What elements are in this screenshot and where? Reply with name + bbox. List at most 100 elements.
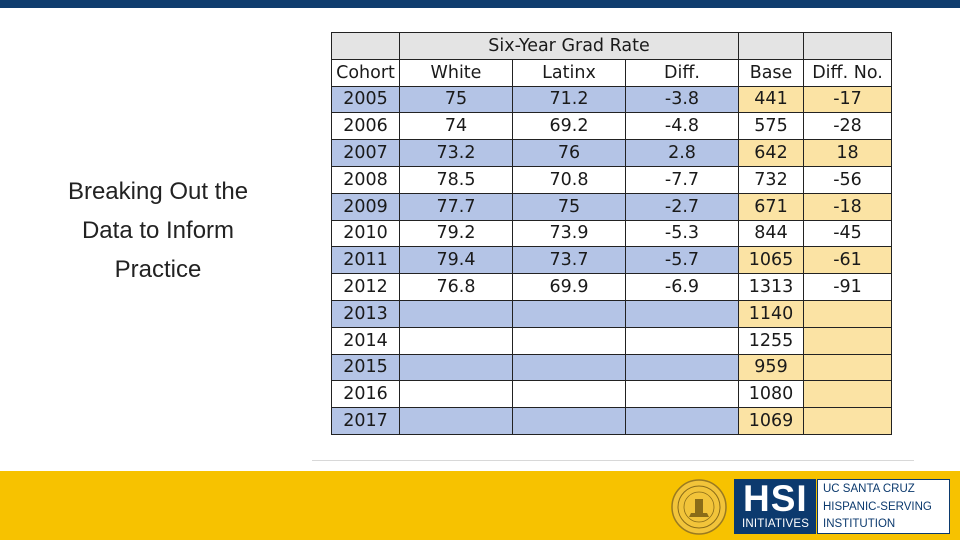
cell-diff-no bbox=[803, 326, 892, 355]
ucsc-logo-line: UC SANTA CRUZ bbox=[823, 483, 915, 495]
cell-base: 1313 bbox=[738, 273, 804, 301]
slide-title-line: Breaking Out the bbox=[67, 178, 249, 205]
cell-cohort: 2007 bbox=[331, 139, 400, 167]
hsi-initiatives-logo: HSI INITIATIVES bbox=[734, 479, 816, 534]
table-row: 2013 1140 bbox=[331, 299, 892, 328]
cell-diff: -4.8 bbox=[625, 112, 739, 141]
cell-white bbox=[399, 326, 513, 355]
divider-line bbox=[312, 460, 914, 461]
table-row: 2009 77.7 75 -2.7 671 -18 bbox=[331, 192, 892, 221]
cell-diff-no: -56 bbox=[803, 165, 892, 194]
cell-diff: -5.7 bbox=[625, 246, 739, 275]
cell-white: 79.4 bbox=[399, 246, 513, 275]
hsi-logo-subtext: INITIATIVES bbox=[742, 518, 810, 530]
cell-base: 1255 bbox=[738, 326, 804, 355]
table-group-header-row: Six-Year Grad Rate bbox=[331, 32, 892, 60]
table-row: 2011 79.4 73.7 -5.7 1065 -61 bbox=[331, 246, 892, 275]
table-row: 2016 1080 bbox=[331, 380, 892, 409]
cell-diff bbox=[625, 407, 739, 435]
column-header-cohort: Cohort bbox=[331, 58, 400, 87]
cell-white: 75 bbox=[399, 85, 513, 114]
cell-diff bbox=[625, 326, 739, 355]
cell-base: 1080 bbox=[738, 380, 804, 409]
cell-latinx: 75 bbox=[512, 192, 626, 221]
cell-base: 671 bbox=[738, 192, 804, 221]
cell-white bbox=[399, 299, 513, 328]
cell-white bbox=[399, 407, 513, 435]
cell-latinx bbox=[512, 407, 626, 435]
cell-base: 959 bbox=[738, 353, 804, 382]
cell-cohort: 2006 bbox=[331, 112, 400, 141]
table-row: 2012 76.8 69.9 -6.9 1313 -91 bbox=[331, 273, 892, 301]
ucsc-logo-line: HISPANIC-SERVING bbox=[823, 501, 932, 513]
cell-diff bbox=[625, 380, 739, 409]
university-seal-icon bbox=[671, 479, 727, 535]
cell-white bbox=[399, 353, 513, 382]
ucsc-hsi-logo: UC SANTA CRUZ HISPANIC-SERVING INSTITUTI… bbox=[817, 479, 950, 534]
cell-latinx: 71.2 bbox=[512, 85, 626, 114]
header-blank-cell bbox=[331, 32, 400, 60]
cell-base: 575 bbox=[738, 112, 804, 141]
cell-diff-no: -28 bbox=[803, 112, 892, 141]
cell-latinx: 73.7 bbox=[512, 246, 626, 275]
table-row: 2010 79.2 73.9 -5.3 844 -45 bbox=[331, 219, 892, 248]
cell-base: 732 bbox=[738, 165, 804, 194]
table-column-header-row: Cohort White Latinx Diff. Base Diff. No. bbox=[331, 58, 892, 87]
cell-white: 79.2 bbox=[399, 219, 513, 248]
cell-white: 77.7 bbox=[399, 192, 513, 221]
cell-diff-no: -18 bbox=[803, 192, 892, 221]
cell-cohort: 2005 bbox=[331, 85, 400, 114]
table-row: 2008 78.5 70.8 -7.7 732 -56 bbox=[331, 165, 892, 194]
cell-latinx bbox=[512, 299, 626, 328]
column-header-latinx: Latinx bbox=[512, 58, 626, 87]
cell-latinx bbox=[512, 326, 626, 355]
slide-title-line: Data to Inform bbox=[81, 217, 235, 244]
cell-cohort: 2012 bbox=[331, 273, 400, 301]
footer-band bbox=[0, 471, 960, 540]
cell-latinx: 69.2 bbox=[512, 112, 626, 141]
column-header-white: White bbox=[399, 58, 513, 87]
cell-diff-no bbox=[803, 299, 892, 328]
cell-diff-no: -61 bbox=[803, 246, 892, 275]
cell-base: 1140 bbox=[738, 299, 804, 328]
hsi-logo-text: HSI bbox=[743, 478, 808, 519]
table-row: 2017 1069 bbox=[331, 407, 892, 435]
column-header-base: Base bbox=[738, 58, 804, 87]
header-blank-cell bbox=[803, 32, 892, 60]
table-row: 2007 73.2 76 2.8 642 18 bbox=[331, 139, 892, 167]
cell-cohort: 2013 bbox=[331, 299, 400, 328]
cell-cohort: 2010 bbox=[331, 219, 400, 248]
cell-diff: 2.8 bbox=[625, 139, 739, 167]
table-row: 2005 75 71.2 -3.8 441 -17 bbox=[331, 85, 892, 114]
cell-latinx bbox=[512, 380, 626, 409]
cell-diff: -3.8 bbox=[625, 85, 739, 114]
cell-white: 78.5 bbox=[399, 165, 513, 194]
table-row: 2015 959 bbox=[331, 353, 892, 382]
cell-diff: -2.7 bbox=[625, 192, 739, 221]
header-blank-cell bbox=[738, 32, 804, 60]
cell-latinx: 73.9 bbox=[512, 219, 626, 248]
cell-white: 76.8 bbox=[399, 273, 513, 301]
slide-title-line: Practice bbox=[114, 256, 202, 283]
grad-rate-table-image: Six-Year Grad Rate Cohort White Latinx D… bbox=[331, 32, 892, 435]
cell-diff: -5.3 bbox=[625, 219, 739, 248]
cell-latinx: 70.8 bbox=[512, 165, 626, 194]
cell-diff-no bbox=[803, 353, 892, 382]
cell-cohort: 2016 bbox=[331, 380, 400, 409]
slide-title: Breaking Out the Data to Inform Practice bbox=[40, 172, 276, 289]
cell-cohort: 2011 bbox=[331, 246, 400, 275]
cell-base: 642 bbox=[738, 139, 804, 167]
top-accent-bar bbox=[0, 0, 960, 8]
table-row: 2014 1255 bbox=[331, 326, 892, 355]
cell-cohort: 2017 bbox=[331, 407, 400, 435]
cell-diff: -7.7 bbox=[625, 165, 739, 194]
group-header-six-year-grad-rate: Six-Year Grad Rate bbox=[399, 32, 739, 60]
cell-diff-no bbox=[803, 380, 892, 409]
grad-rate-table: Six-Year Grad Rate Cohort White Latinx D… bbox=[331, 32, 892, 435]
cell-diff-no bbox=[803, 407, 892, 435]
cell-white bbox=[399, 380, 513, 409]
cell-cohort: 2015 bbox=[331, 353, 400, 382]
column-header-diff: Diff. bbox=[625, 58, 739, 87]
cell-cohort: 2008 bbox=[331, 165, 400, 194]
cell-base: 441 bbox=[738, 85, 804, 114]
